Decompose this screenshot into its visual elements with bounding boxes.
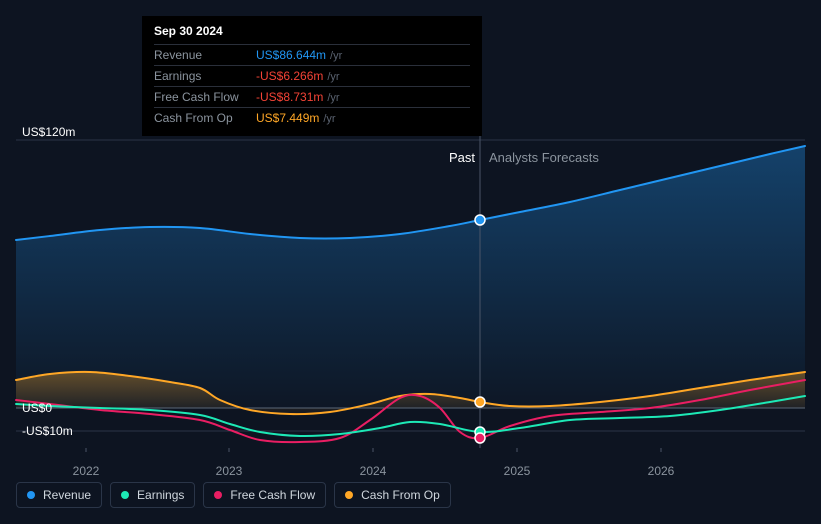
legend-dot bbox=[214, 491, 222, 499]
legend-label: Revenue bbox=[43, 488, 91, 502]
chart-tooltip: Sep 30 2024 Revenue US$86.644m /yr Earni… bbox=[142, 16, 482, 136]
legend-label: Cash From Op bbox=[361, 488, 440, 502]
tooltip-label: Cash From Op bbox=[154, 111, 256, 125]
tooltip-unit: /yr bbox=[327, 92, 339, 104]
financial-chart: Sep 30 2024 Revenue US$86.644m /yr Earni… bbox=[0, 0, 821, 524]
legend-item-fcf[interactable]: Free Cash Flow bbox=[203, 482, 326, 508]
tooltip-unit: /yr bbox=[330, 50, 342, 62]
x-axis-tick: 2023 bbox=[216, 464, 243, 478]
legend-dot bbox=[27, 491, 35, 499]
tooltip-label: Revenue bbox=[154, 48, 256, 62]
tooltip-date: Sep 30 2024 bbox=[154, 24, 470, 44]
legend-dot bbox=[345, 491, 353, 499]
chart-legend: Revenue Earnings Free Cash Flow Cash Fro… bbox=[16, 482, 451, 508]
tooltip-value: -US$6.266m bbox=[256, 69, 323, 83]
tooltip-label: Free Cash Flow bbox=[154, 90, 256, 104]
legend-item-revenue[interactable]: Revenue bbox=[16, 482, 102, 508]
x-axis-tick: 2025 bbox=[504, 464, 531, 478]
tooltip-unit: /yr bbox=[327, 71, 339, 83]
legend-dot bbox=[121, 491, 129, 499]
x-axis-tick: 2022 bbox=[73, 464, 100, 478]
legend-item-earnings[interactable]: Earnings bbox=[110, 482, 195, 508]
tooltip-value: US$7.449m bbox=[256, 111, 319, 125]
legend-item-cfo[interactable]: Cash From Op bbox=[334, 482, 451, 508]
legend-label: Earnings bbox=[137, 488, 184, 502]
region-forecast-label: Analysts Forecasts bbox=[489, 150, 599, 165]
y-axis-label: US$120m bbox=[22, 125, 75, 139]
region-past-label: Past bbox=[449, 150, 475, 165]
y-axis-label: -US$10m bbox=[22, 424, 73, 438]
tooltip-row-fcf: Free Cash Flow -US$8.731m /yr bbox=[154, 86, 470, 107]
y-axis-label: US$0 bbox=[22, 401, 52, 415]
x-axis-tick: 2024 bbox=[360, 464, 387, 478]
tooltip-value: -US$8.731m bbox=[256, 90, 323, 104]
tooltip-row-cfo: Cash From Op US$7.449m /yr bbox=[154, 107, 470, 128]
tooltip-row-earnings: Earnings -US$6.266m /yr bbox=[154, 65, 470, 86]
tooltip-value: US$86.644m bbox=[256, 48, 326, 62]
tooltip-label: Earnings bbox=[154, 69, 256, 83]
x-axis-tick: 2026 bbox=[648, 464, 675, 478]
legend-label: Free Cash Flow bbox=[230, 488, 315, 502]
tooltip-row-revenue: Revenue US$86.644m /yr bbox=[154, 44, 470, 65]
tooltip-unit: /yr bbox=[323, 113, 335, 125]
